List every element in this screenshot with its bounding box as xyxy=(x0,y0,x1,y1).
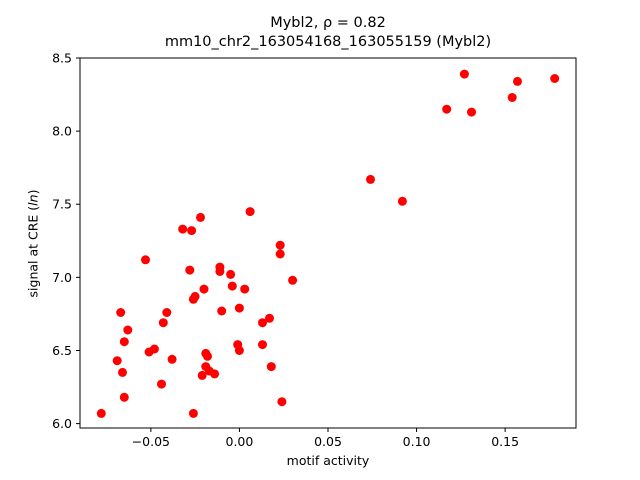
data-point xyxy=(112,356,122,366)
data-point xyxy=(513,76,522,86)
ticks-layer: −0.05 0.00 0.05 0.10 0.15 6.0 6.5 7.0 7.5 8.0 8.5 xyxy=(52,51,519,450)
data-point xyxy=(397,196,407,206)
data-point xyxy=(258,340,267,350)
data-point xyxy=(217,306,227,316)
data-point xyxy=(288,275,298,285)
x-tick-label: 0.00 xyxy=(226,434,254,449)
data-point xyxy=(227,281,237,291)
data-point xyxy=(507,93,517,102)
data-point xyxy=(203,351,212,361)
data-point xyxy=(245,207,255,217)
data-point xyxy=(187,226,197,236)
data-point xyxy=(123,325,133,335)
x-tick-label: 0.05 xyxy=(314,434,342,449)
data-point xyxy=(275,240,285,250)
points-layer xyxy=(96,69,560,418)
data-point xyxy=(119,392,129,402)
data-point xyxy=(149,344,159,354)
data-point xyxy=(185,265,195,275)
data-point xyxy=(118,367,127,377)
data-point xyxy=(215,267,225,276)
data-point xyxy=(234,346,244,355)
data-point xyxy=(190,291,200,301)
y-tick-label: 8.5 xyxy=(52,51,72,66)
y-axis-label: signal at CRE (ln) xyxy=(25,189,41,297)
data-point xyxy=(240,284,250,294)
data-point xyxy=(178,224,188,234)
data-point xyxy=(266,362,276,372)
data-point xyxy=(467,107,476,117)
data-point xyxy=(199,284,209,294)
axes-frame xyxy=(79,57,577,429)
y-tick-label: 8.0 xyxy=(52,124,72,139)
data-point xyxy=(366,174,375,184)
data-point xyxy=(188,408,198,418)
data-point xyxy=(141,255,150,265)
x-tick-label: 0.15 xyxy=(491,434,519,449)
data-point xyxy=(196,212,205,222)
y-tick-label: 7.5 xyxy=(52,197,72,212)
data-point xyxy=(210,369,220,379)
y-tick-label: 6.0 xyxy=(52,416,72,431)
data-point xyxy=(277,397,287,407)
data-point xyxy=(550,74,560,83)
chart-title-line-1: Mybl2, ρ = 0.82 xyxy=(270,15,386,31)
data-point xyxy=(275,249,285,259)
x-tick-label: −0.05 xyxy=(132,434,170,449)
data-point xyxy=(234,303,244,313)
y-tick-label: 6.5 xyxy=(52,343,72,358)
data-point xyxy=(459,69,469,79)
data-point xyxy=(197,370,207,380)
chart-title-line-2: mm10_chr2_163054168_163055159 (Mybl2) xyxy=(164,34,492,50)
data-point xyxy=(158,318,168,328)
data-point xyxy=(116,308,126,317)
data-point xyxy=(265,313,274,323)
data-point xyxy=(119,337,129,347)
data-point xyxy=(157,379,166,389)
data-point xyxy=(258,318,267,328)
data-point xyxy=(442,104,452,114)
y-tick-label: 7.0 xyxy=(52,270,72,285)
x-tick-label: 0.10 xyxy=(403,434,431,449)
data-point xyxy=(226,269,236,279)
data-point xyxy=(96,408,106,418)
data-point xyxy=(162,308,172,317)
x-axis-label: motif activity xyxy=(286,453,370,468)
data-point xyxy=(167,354,177,364)
